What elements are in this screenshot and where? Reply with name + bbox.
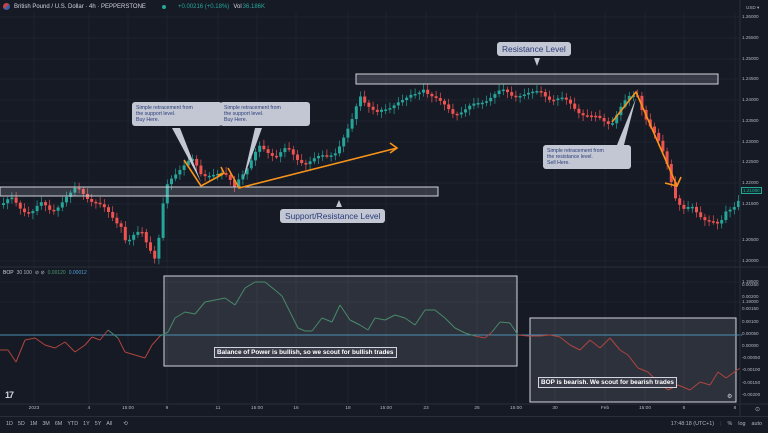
- range-button-5y[interactable]: 5Y: [94, 421, 102, 427]
- bop-tick: 0.00100: [742, 318, 759, 324]
- time-tick: 18: [345, 406, 351, 411]
- time-tick: 23: [423, 406, 429, 411]
- log-toggle[interactable]: log: [738, 421, 746, 427]
- price-tick: 1.19000: [742, 299, 759, 304]
- range-button-all[interactable]: All: [106, 421, 113, 427]
- time-tick: 15:00: [638, 406, 652, 411]
- callout-note-1: Simple retracement from the support leve…: [132, 102, 222, 126]
- currency-select[interactable]: USD ▾: [746, 5, 760, 10]
- bop-tick: -0.00050: [742, 355, 761, 361]
- time-tick: 9: [165, 406, 169, 411]
- price-tick: 1.19500: [742, 279, 759, 284]
- bop-bearish-zone[interactable]: [529, 317, 737, 403]
- clock-time[interactable]: 17:48:18 (UTC+1): [670, 421, 715, 427]
- time-tick: 25: [474, 406, 480, 411]
- price-tick: 1.24500: [742, 76, 759, 81]
- tradingview-logo-icon[interactable]: 17: [5, 390, 14, 400]
- price-tick: 1.25500: [742, 35, 759, 40]
- indicator-name[interactable]: BOP: [3, 270, 14, 276]
- callout-pointer: [336, 200, 342, 207]
- range-button-ytd[interactable]: YTD: [67, 421, 79, 427]
- callout-note-3: Simple retracement from the resistance l…: [543, 145, 631, 169]
- price-tick: 1.23000: [742, 139, 759, 144]
- range-button-1d[interactable]: 1D: [6, 421, 13, 427]
- goto-date-icon[interactable]: ⟲: [123, 421, 128, 427]
- time-tick: 6: [682, 406, 686, 411]
- indicator-params: 30 100: [16, 270, 32, 276]
- callout-note-2: Simple retracement from the support leve…: [220, 102, 310, 126]
- range-button-1m[interactable]: 1M: [29, 421, 38, 427]
- time-tick: 8: [733, 406, 737, 411]
- price-tick: 1.25000: [742, 56, 759, 61]
- time-tick: 15:00: [250, 406, 264, 411]
- time-tick: 15:00: [121, 406, 135, 411]
- support-level-zone[interactable]: [0, 186, 439, 197]
- last-price-tag: 1.21090: [741, 187, 762, 194]
- price-tick: 1.23500: [742, 118, 759, 123]
- price-tick: 1.26000: [742, 14, 759, 19]
- indicator-value-2: 0.00012: [68, 270, 87, 276]
- time-tick: 11: [215, 406, 221, 411]
- bop-tick: 0.00200: [742, 294, 759, 300]
- time-tick: 15:00: [379, 406, 393, 411]
- price-tick: 1.22500: [742, 159, 759, 164]
- bop-tick: 0.00000: [742, 343, 759, 348]
- bop-tick: 0.00250: [742, 282, 759, 287]
- bop-tick: -0.00150: [742, 379, 761, 385]
- chart-header: British Pound / U.S. Dollar · 4h · PEPPE…: [3, 3, 265, 10]
- callout-pointer: [534, 58, 540, 66]
- indicator-visibility-icon[interactable]: ⊘ ⊘: [34, 270, 45, 276]
- bop-tick: -0.00200: [742, 391, 761, 397]
- range-button-3m[interactable]: 3M: [42, 421, 50, 427]
- market-status-icon: [161, 4, 166, 9]
- indicator-header: BOP 30 100 ⊘ ⊘ 0.00120 0.00012: [3, 270, 87, 276]
- range-button-5d[interactable]: 5D: [17, 421, 25, 427]
- price-tick: 1.21500: [742, 201, 759, 206]
- bop-tick: -0.00100: [742, 367, 761, 373]
- time-tick: 4: [87, 406, 91, 411]
- time-tick: 30: [552, 406, 558, 411]
- symbol-title[interactable]: British Pound / U.S. Dollar · 4h · PEPPE…: [14, 3, 146, 10]
- price-change: +0.00216 (+0.18%): [177, 3, 230, 10]
- volume-label: Vol: [233, 3, 242, 10]
- price-tick: 1.24000: [742, 97, 759, 102]
- callout-pointer: [617, 98, 636, 145]
- bop-tick: 0.00050: [742, 330, 759, 336]
- price-tick: 1.20500: [742, 237, 759, 242]
- time-tick: Feb: [600, 406, 610, 411]
- auto-toggle[interactable]: auto: [751, 421, 763, 427]
- volume-value: 36.186K: [242, 3, 266, 10]
- range-button-1y[interactable]: 1Y: [83, 421, 90, 427]
- range-button-6m[interactable]: 6M: [54, 421, 63, 427]
- bottom-toolbar: 1D 5D 1M 3M 6M YTD 1Y 5Y All ⟲ 17:48:18 (UTC+1) |…: [0, 416, 768, 433]
- time-tick: 2023: [28, 406, 40, 411]
- time-axis[interactable]: 2023 4 15:00 9 11 15:00 16 18 15:00 23 25 15:00 30 Fe…: [0, 406, 740, 416]
- price-tick: 1.20000: [742, 258, 759, 263]
- bop-bearish-label: BOP is bearish. We scout for bearish tra…: [538, 377, 677, 388]
- callout-pointer: [243, 128, 262, 180]
- currency-flag-icon: [3, 3, 10, 10]
- support-resistance-label: Support/Resistance Level: [280, 209, 386, 223]
- trend-arrows: [183, 90, 682, 189]
- callout-pointer: [172, 128, 201, 182]
- bop-tick: 0.00150: [742, 306, 759, 312]
- settings-gear-icon[interactable]: ⚙: [727, 394, 733, 400]
- price-tick: 1.22000: [742, 180, 759, 185]
- percent-toggle[interactable]: %: [727, 421, 733, 427]
- time-tick: 15:00: [509, 406, 523, 411]
- time-tick: 16: [293, 406, 299, 411]
- bop-bullish-label: Balance of Power is bullish, so we scout…: [214, 347, 397, 358]
- resistance-level-label: Resistance Level: [497, 42, 571, 56]
- indicator-value-1: 0.00120: [47, 270, 66, 276]
- resistance-level-zone[interactable]: [355, 73, 719, 85]
- time-axis-settings-icon[interactable]: ⊙: [755, 407, 761, 413]
